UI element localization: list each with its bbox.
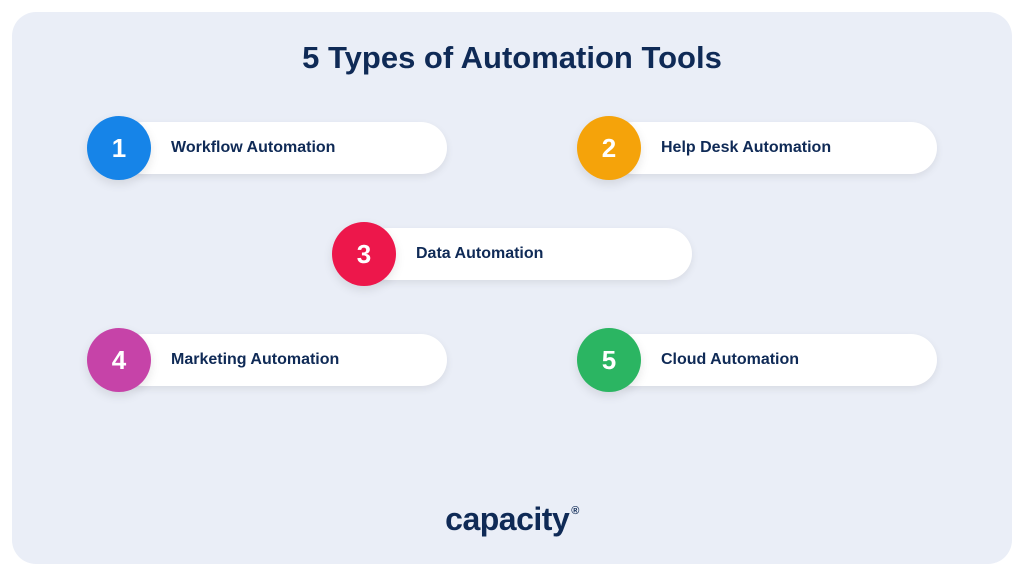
item-number-badge: 4: [87, 328, 151, 392]
item-label-bar: Data Automation: [362, 228, 692, 280]
item-label-bar: Cloud Automation: [607, 334, 937, 386]
item-label: Cloud Automation: [661, 351, 799, 369]
item-help-desk-automation: 2 Help Desk Automation: [577, 116, 937, 180]
item-number-badge: 5: [577, 328, 641, 392]
item-data-automation: 3 Data Automation: [332, 222, 692, 286]
item-number-badge: 2: [577, 116, 641, 180]
brand-logo: capacity ®: [445, 501, 579, 538]
item-marketing-automation: 4 Marketing Automation: [87, 328, 447, 392]
registered-icon: ®: [571, 505, 579, 517]
item-label: Workflow Automation: [171, 139, 335, 157]
row-1: 1 Workflow Automation 2 Help Desk Automa…: [52, 116, 972, 180]
item-workflow-automation: 1 Workflow Automation: [87, 116, 447, 180]
row-3: 4 Marketing Automation 5 Cloud Automatio…: [52, 328, 972, 392]
item-label-bar: Marketing Automation: [117, 334, 447, 386]
row-2: 3 Data Automation: [52, 222, 972, 286]
item-label: Help Desk Automation: [661, 139, 831, 157]
item-label: Data Automation: [416, 245, 543, 263]
item-label: Marketing Automation: [171, 351, 339, 369]
item-number-badge: 1: [87, 116, 151, 180]
item-cloud-automation: 5 Cloud Automation: [577, 328, 937, 392]
infographic-card: 5 Types of Automation Tools 1 Workflow A…: [12, 12, 1012, 564]
infographic-rows: 1 Workflow Automation 2 Help Desk Automa…: [52, 116, 972, 392]
brand-name: capacity: [445, 501, 569, 538]
item-number-badge: 3: [332, 222, 396, 286]
item-label-bar: Help Desk Automation: [607, 122, 937, 174]
infographic-title: 5 Types of Automation Tools: [52, 40, 972, 76]
item-label-bar: Workflow Automation: [117, 122, 447, 174]
